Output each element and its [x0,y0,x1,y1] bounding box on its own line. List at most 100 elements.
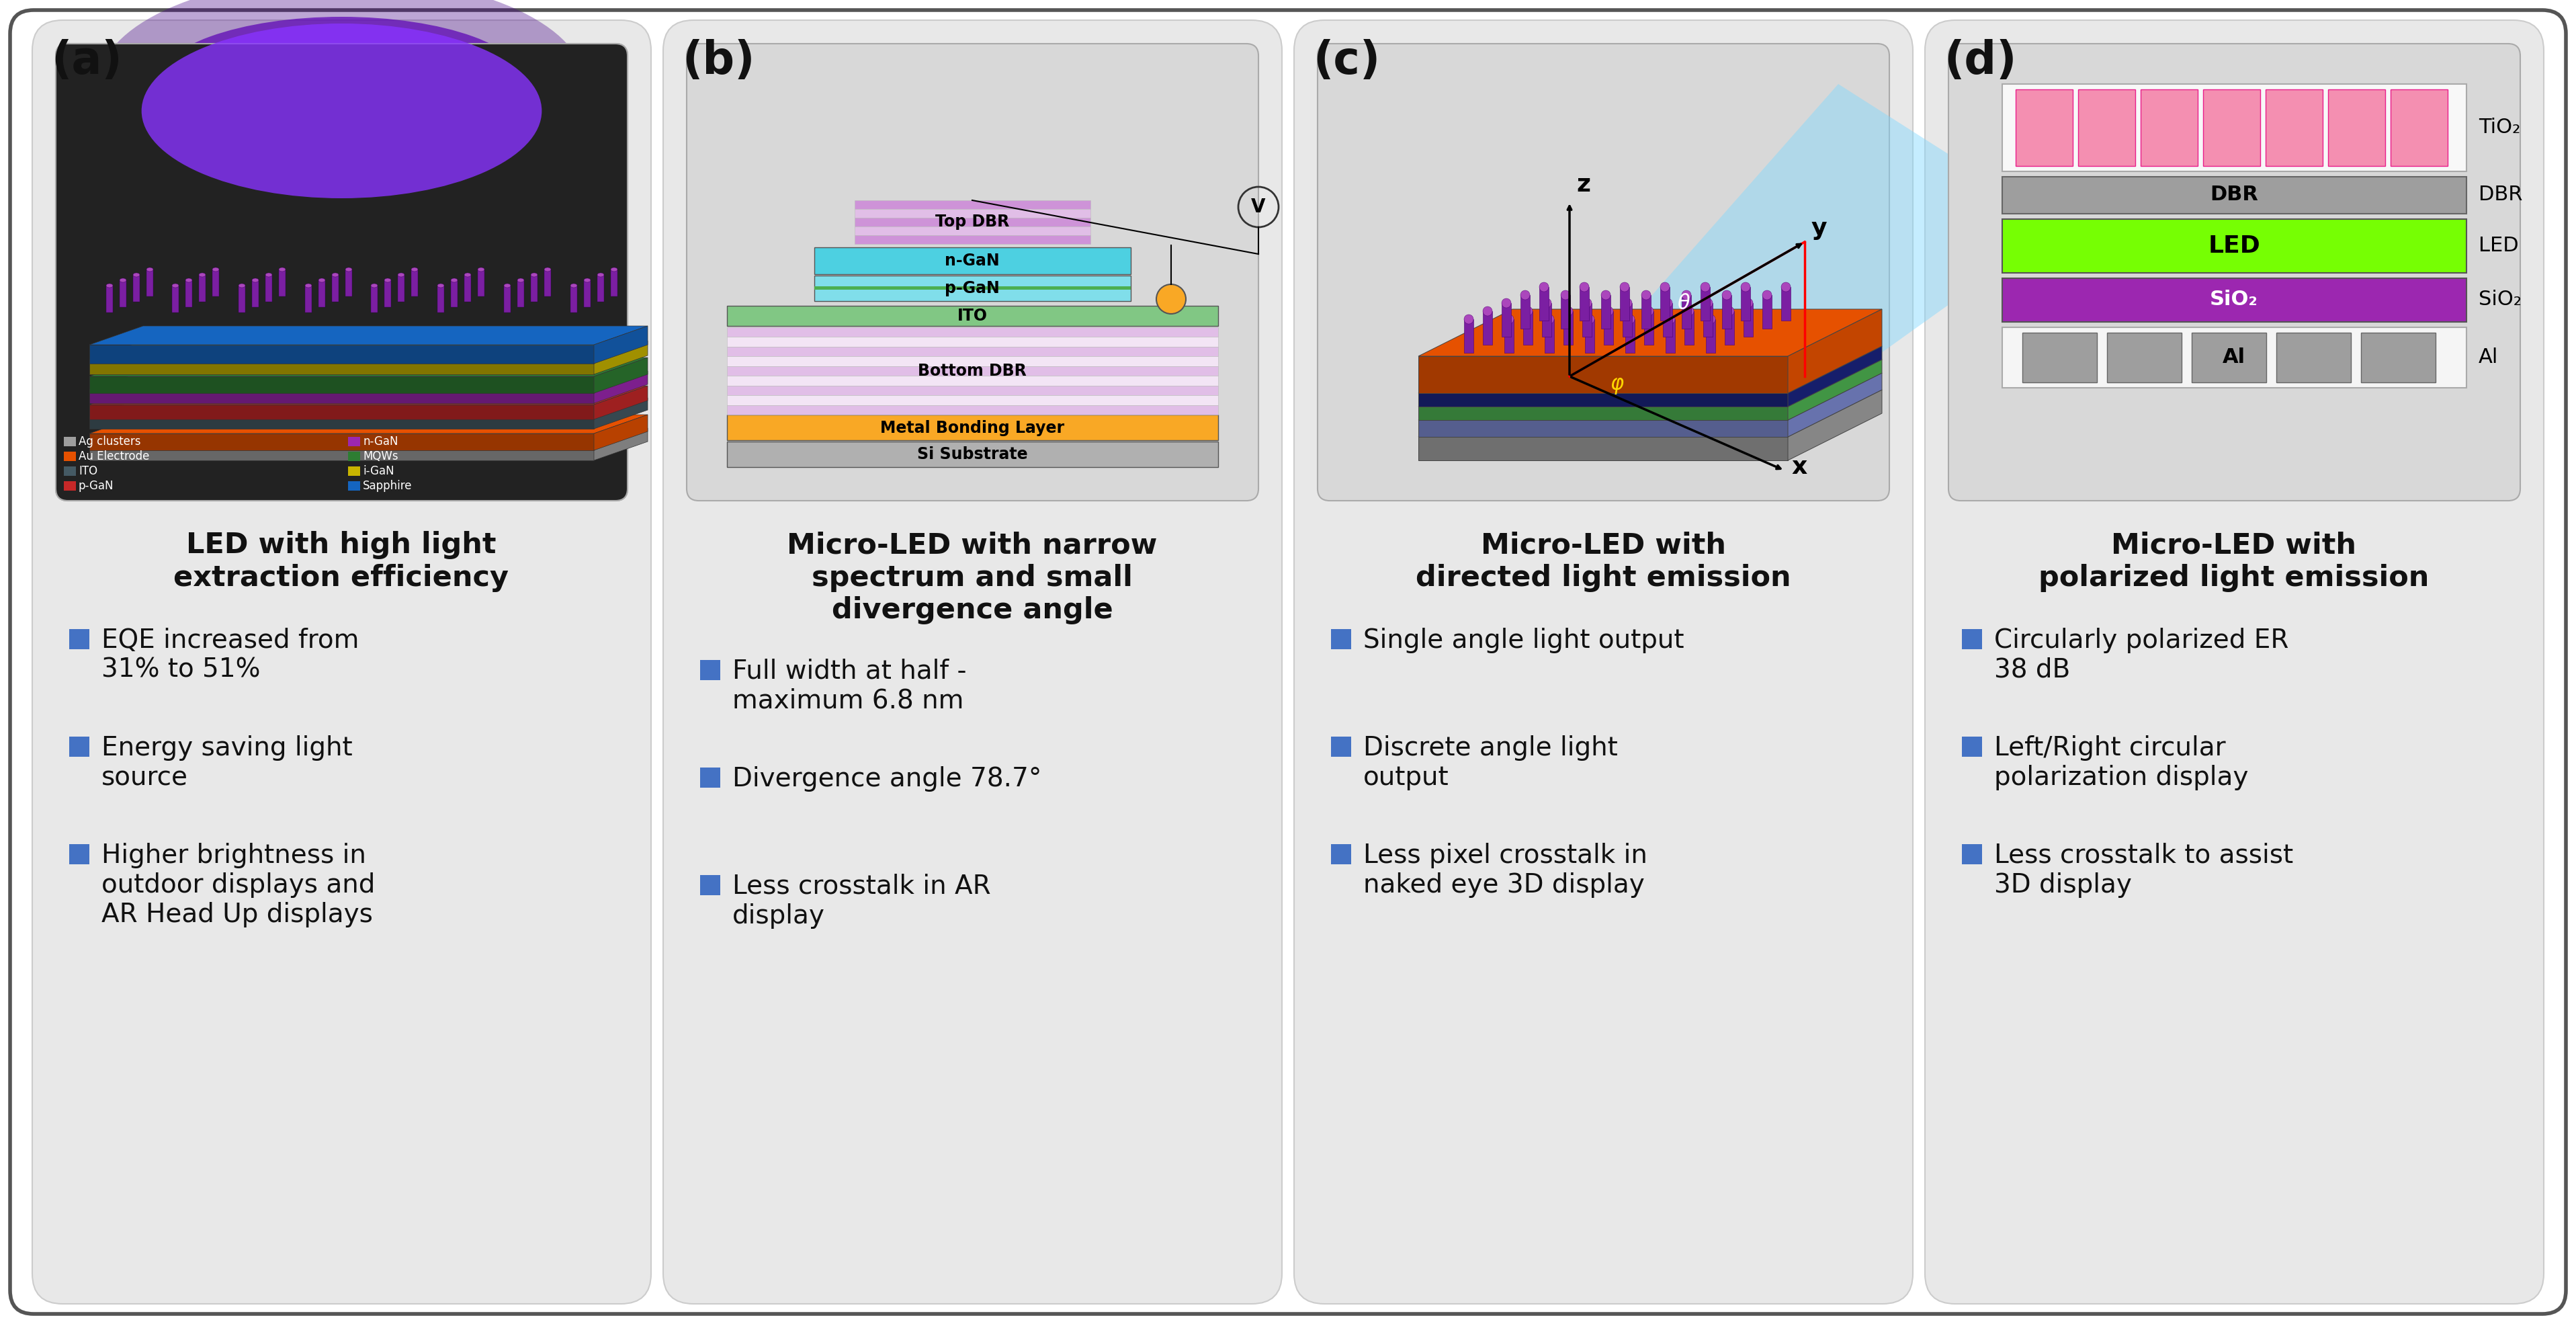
Bar [1620,287,1628,320]
Polygon shape [90,344,595,364]
Bar [1762,295,1772,328]
Polygon shape [595,371,647,404]
Text: Top DBR: Top DBR [935,213,1010,230]
Polygon shape [90,326,647,344]
Ellipse shape [438,283,443,287]
Bar [64,481,75,491]
Bar [477,270,484,297]
FancyBboxPatch shape [1947,44,2519,500]
Bar [1703,303,1713,336]
Ellipse shape [332,273,337,277]
Bar [348,437,361,446]
Text: Left/Right circular
polarization display: Left/Right circular polarization display [1994,735,2249,790]
Bar [70,736,90,757]
Text: p-GaN: p-GaN [945,281,999,297]
Ellipse shape [198,273,206,277]
Bar [2079,90,2136,166]
Text: Energy saving light
source: Energy saving light source [100,735,353,790]
Bar [1332,629,1352,649]
Polygon shape [90,428,647,448]
Text: z: z [1577,173,1589,196]
Ellipse shape [118,278,126,282]
Circle shape [1641,290,1651,299]
Bar [371,286,379,312]
Circle shape [1664,298,1672,307]
FancyBboxPatch shape [1924,20,2543,1304]
Circle shape [1504,315,1515,324]
Bar [569,286,577,312]
Circle shape [1602,290,1610,299]
Text: SiO₂: SiO₂ [2210,290,2259,310]
Circle shape [1484,306,1492,316]
Circle shape [1605,306,1613,316]
Bar [1705,319,1716,352]
Circle shape [1667,315,1674,324]
Text: EQE increased from
31% to 51%: EQE increased from 31% to 51% [100,628,358,683]
Bar [332,275,337,302]
Text: x: x [1790,455,1806,478]
Text: V: V [1252,197,1265,216]
Bar [1726,311,1734,344]
Ellipse shape [345,267,353,271]
Text: $\theta$: $\theta$ [1677,294,1690,314]
Bar [726,327,1218,338]
Ellipse shape [531,273,538,277]
Text: Less crosstalk to assist
3D display: Less crosstalk to assist 3D display [1994,843,2293,898]
Bar [2107,332,2182,383]
Bar [1522,311,1533,344]
Text: Full width at half -
maximum 6.8 nm: Full width at half - maximum 6.8 nm [732,658,966,714]
Text: (b): (b) [683,38,755,83]
Ellipse shape [211,267,219,271]
Bar [726,356,1218,367]
Polygon shape [595,399,647,429]
Circle shape [1564,306,1574,316]
Bar [2264,90,2324,166]
FancyBboxPatch shape [57,44,629,500]
Bar [1484,311,1492,344]
Bar [2391,90,2447,166]
Bar [106,286,113,312]
Bar [1667,319,1674,352]
Circle shape [1741,282,1749,291]
Bar [1561,295,1571,328]
Polygon shape [595,428,647,461]
Bar [252,281,258,307]
Bar [1463,319,1473,352]
Circle shape [1584,315,1595,324]
Bar [701,659,721,681]
Bar [701,875,721,895]
Bar [505,286,510,312]
Bar [1584,319,1595,352]
Text: Micro-LED with
polarized light emission: Micro-LED with polarized light emission [2038,531,2429,592]
Text: (a): (a) [52,38,121,83]
Polygon shape [595,414,647,450]
Polygon shape [90,389,595,404]
Text: $\varphi$: $\varphi$ [1610,376,1625,396]
Circle shape [1703,298,1713,307]
Bar [701,768,721,788]
Ellipse shape [252,278,258,282]
Bar [2329,90,2385,166]
Bar [2002,177,2465,213]
Bar [1582,303,1592,336]
Bar [1602,295,1610,328]
Bar [2362,332,2434,383]
Circle shape [1780,282,1790,291]
Bar [1579,287,1589,320]
Ellipse shape [477,267,484,271]
Circle shape [1502,298,1512,307]
Circle shape [1721,290,1731,299]
Polygon shape [1419,360,1883,406]
Bar [2002,278,2465,322]
Text: Discrete angle light
output: Discrete angle light output [1363,735,1618,790]
Bar [278,270,286,297]
Text: Less pixel crosstalk in
naked eye 3D display: Less pixel crosstalk in naked eye 3D dis… [1363,843,1649,898]
Bar [1780,287,1790,320]
Ellipse shape [278,267,286,271]
Bar [64,466,75,475]
Bar [1963,845,1981,865]
Bar [855,200,1090,209]
Bar [1332,736,1352,757]
Bar [2192,332,2267,383]
Ellipse shape [505,283,510,287]
